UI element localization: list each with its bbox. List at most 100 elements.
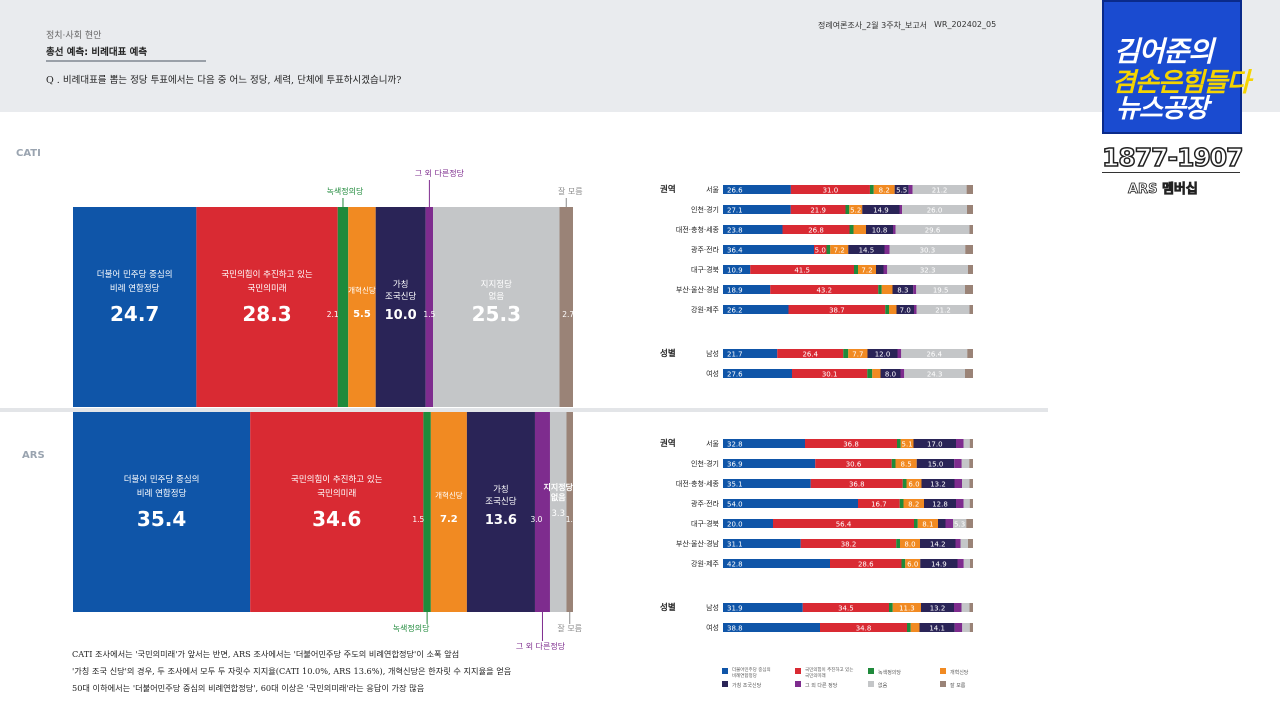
callout-green: 녹색정의당 bbox=[393, 623, 430, 633]
callout-dk: 잘 모름 bbox=[557, 624, 582, 633]
mini-bar-value: 6.0 bbox=[908, 481, 919, 489]
legend-label: 가칭 조국신당 bbox=[732, 682, 762, 689]
mini-bar-minjoo bbox=[723, 519, 773, 528]
mini-bar-value: 8.2 bbox=[879, 187, 890, 195]
mini-bar-value: 24.3 bbox=[927, 371, 943, 379]
legend-swatch bbox=[868, 668, 874, 674]
mini-bar-other bbox=[954, 459, 962, 468]
mini-bar-value: 26.4 bbox=[802, 351, 818, 359]
mini-bar-reform bbox=[873, 185, 895, 194]
mini-bar-other bbox=[900, 369, 905, 378]
legend-label: 잘 모름 bbox=[950, 682, 966, 689]
mini-bar-reform bbox=[900, 539, 920, 548]
bar-ars-dk bbox=[566, 412, 573, 612]
mini-bar-ppp bbox=[815, 459, 892, 468]
phone-underline bbox=[1102, 172, 1240, 173]
mini-bar-value: 13.2 bbox=[930, 481, 946, 489]
mini-bar-green bbox=[867, 369, 873, 378]
mini-bar-cho bbox=[921, 603, 954, 612]
mini-bar-other bbox=[956, 499, 964, 508]
legend-label: 비례연합정당 bbox=[732, 672, 757, 679]
mini-bar-other bbox=[893, 225, 896, 234]
mini-bar-value: 14.9 bbox=[931, 561, 947, 569]
mini-bar-value: 21.7 bbox=[727, 351, 743, 359]
mini-bar-cho bbox=[896, 305, 914, 314]
mini-bar-none bbox=[961, 603, 970, 612]
mini-bar-cho bbox=[920, 539, 956, 548]
mini-bar-green bbox=[878, 285, 882, 294]
mini-bar-ppp bbox=[782, 225, 850, 234]
mini-bar-dk bbox=[969, 439, 973, 448]
mini-bar-dk bbox=[968, 539, 973, 548]
mini-bar-other bbox=[954, 603, 962, 612]
mini-bar-value: 13.2 bbox=[930, 605, 946, 613]
logo-line2: 겸손은힘들다 bbox=[1112, 68, 1251, 98]
mini-bar-none bbox=[963, 439, 970, 448]
mini-bar-ppp bbox=[788, 305, 886, 314]
segment-label: 조국신당 bbox=[385, 291, 416, 302]
mini-bar-ppp bbox=[800, 539, 897, 548]
mini-bar-ppp bbox=[773, 519, 914, 528]
row-label: 남성 bbox=[706, 603, 719, 612]
mini-bar-reform bbox=[853, 225, 866, 234]
mini-bar-value: 26.2 bbox=[727, 307, 743, 315]
mini-bar-none bbox=[963, 499, 970, 508]
mini-bar-value: 21.2 bbox=[932, 187, 948, 195]
mini-bar-value: 14.9 bbox=[873, 207, 889, 215]
bar-cati-reform bbox=[348, 207, 376, 407]
mini-bar-green bbox=[901, 559, 906, 568]
mini-bar-reform bbox=[903, 499, 924, 508]
bar-ars-cho bbox=[466, 412, 535, 612]
mini-bar-value: 36.8 bbox=[849, 481, 865, 489]
group-title: 권역 bbox=[660, 184, 676, 195]
mini-bar-value: 56.4 bbox=[836, 521, 852, 529]
mini-bar-none bbox=[901, 349, 968, 358]
mini-bar-cho bbox=[920, 559, 958, 568]
mini-bar-green bbox=[891, 459, 896, 468]
group-title: 성별 bbox=[660, 348, 676, 359]
mini-bar-minjoo bbox=[723, 245, 814, 254]
legend-swatch bbox=[868, 681, 874, 687]
segment-value: 7.2 bbox=[440, 514, 458, 525]
legend-label: 녹색정의당 bbox=[878, 669, 901, 676]
report-subtitle: 총선 예측: 비례대표 예측 bbox=[46, 47, 148, 58]
mini-bar-cho bbox=[924, 499, 956, 508]
bar-cati-none bbox=[433, 207, 560, 407]
segment-value: 13.6 bbox=[485, 513, 517, 528]
mini-bar-value: 41.5 bbox=[794, 267, 810, 275]
mini-bar-minjoo bbox=[723, 439, 805, 448]
legend-label: 개혁신당 bbox=[950, 669, 969, 676]
segment-label: 국민의힘이 추진하고 있는 bbox=[291, 474, 383, 485]
mini-bar-none bbox=[953, 519, 967, 528]
mini-bar-reform bbox=[872, 369, 881, 378]
mini-bar-value: 31.9 bbox=[727, 605, 743, 613]
mini-bar-green bbox=[826, 245, 831, 254]
bar-cati-minjoo bbox=[73, 207, 197, 407]
mini-bar-value: 26.8 bbox=[808, 227, 824, 235]
segment-value: 5.5 bbox=[353, 309, 371, 320]
segment-label: 더불어 민주당 중심의 bbox=[97, 269, 173, 280]
mini-bar-other bbox=[957, 559, 964, 568]
row-label: 광주·전라 bbox=[691, 499, 720, 508]
segment-label: 비례 연합정당 bbox=[110, 283, 160, 294]
segment-value: 1.3 bbox=[566, 515, 578, 524]
mini-bar-reform bbox=[900, 439, 914, 448]
row-label: 대구·경북 bbox=[691, 265, 720, 274]
mini-bar-ppp bbox=[805, 439, 897, 448]
mini-bar-value: 12.8 bbox=[932, 501, 948, 509]
mini-bar-dk bbox=[969, 623, 973, 632]
mini-bar-ppp bbox=[770, 285, 879, 294]
mini-bar-green bbox=[914, 519, 918, 528]
bar-ars-none bbox=[549, 412, 567, 612]
mini-bar-green bbox=[869, 185, 874, 194]
mini-bar-green bbox=[885, 305, 889, 314]
cati-section-label: CATI bbox=[16, 148, 41, 159]
mini-bar-value: 6.0 bbox=[907, 561, 918, 569]
bar-ars-reform bbox=[430, 412, 467, 612]
mini-bar-none bbox=[962, 623, 970, 632]
mini-bar-value: 21.2 bbox=[935, 307, 951, 315]
mini-bar-value: 31.0 bbox=[823, 187, 839, 195]
ars-membership: ARS 멤버십 bbox=[1128, 182, 1199, 198]
mini-bar-other bbox=[954, 623, 963, 632]
segment-label: 개혁신당 bbox=[348, 285, 376, 295]
